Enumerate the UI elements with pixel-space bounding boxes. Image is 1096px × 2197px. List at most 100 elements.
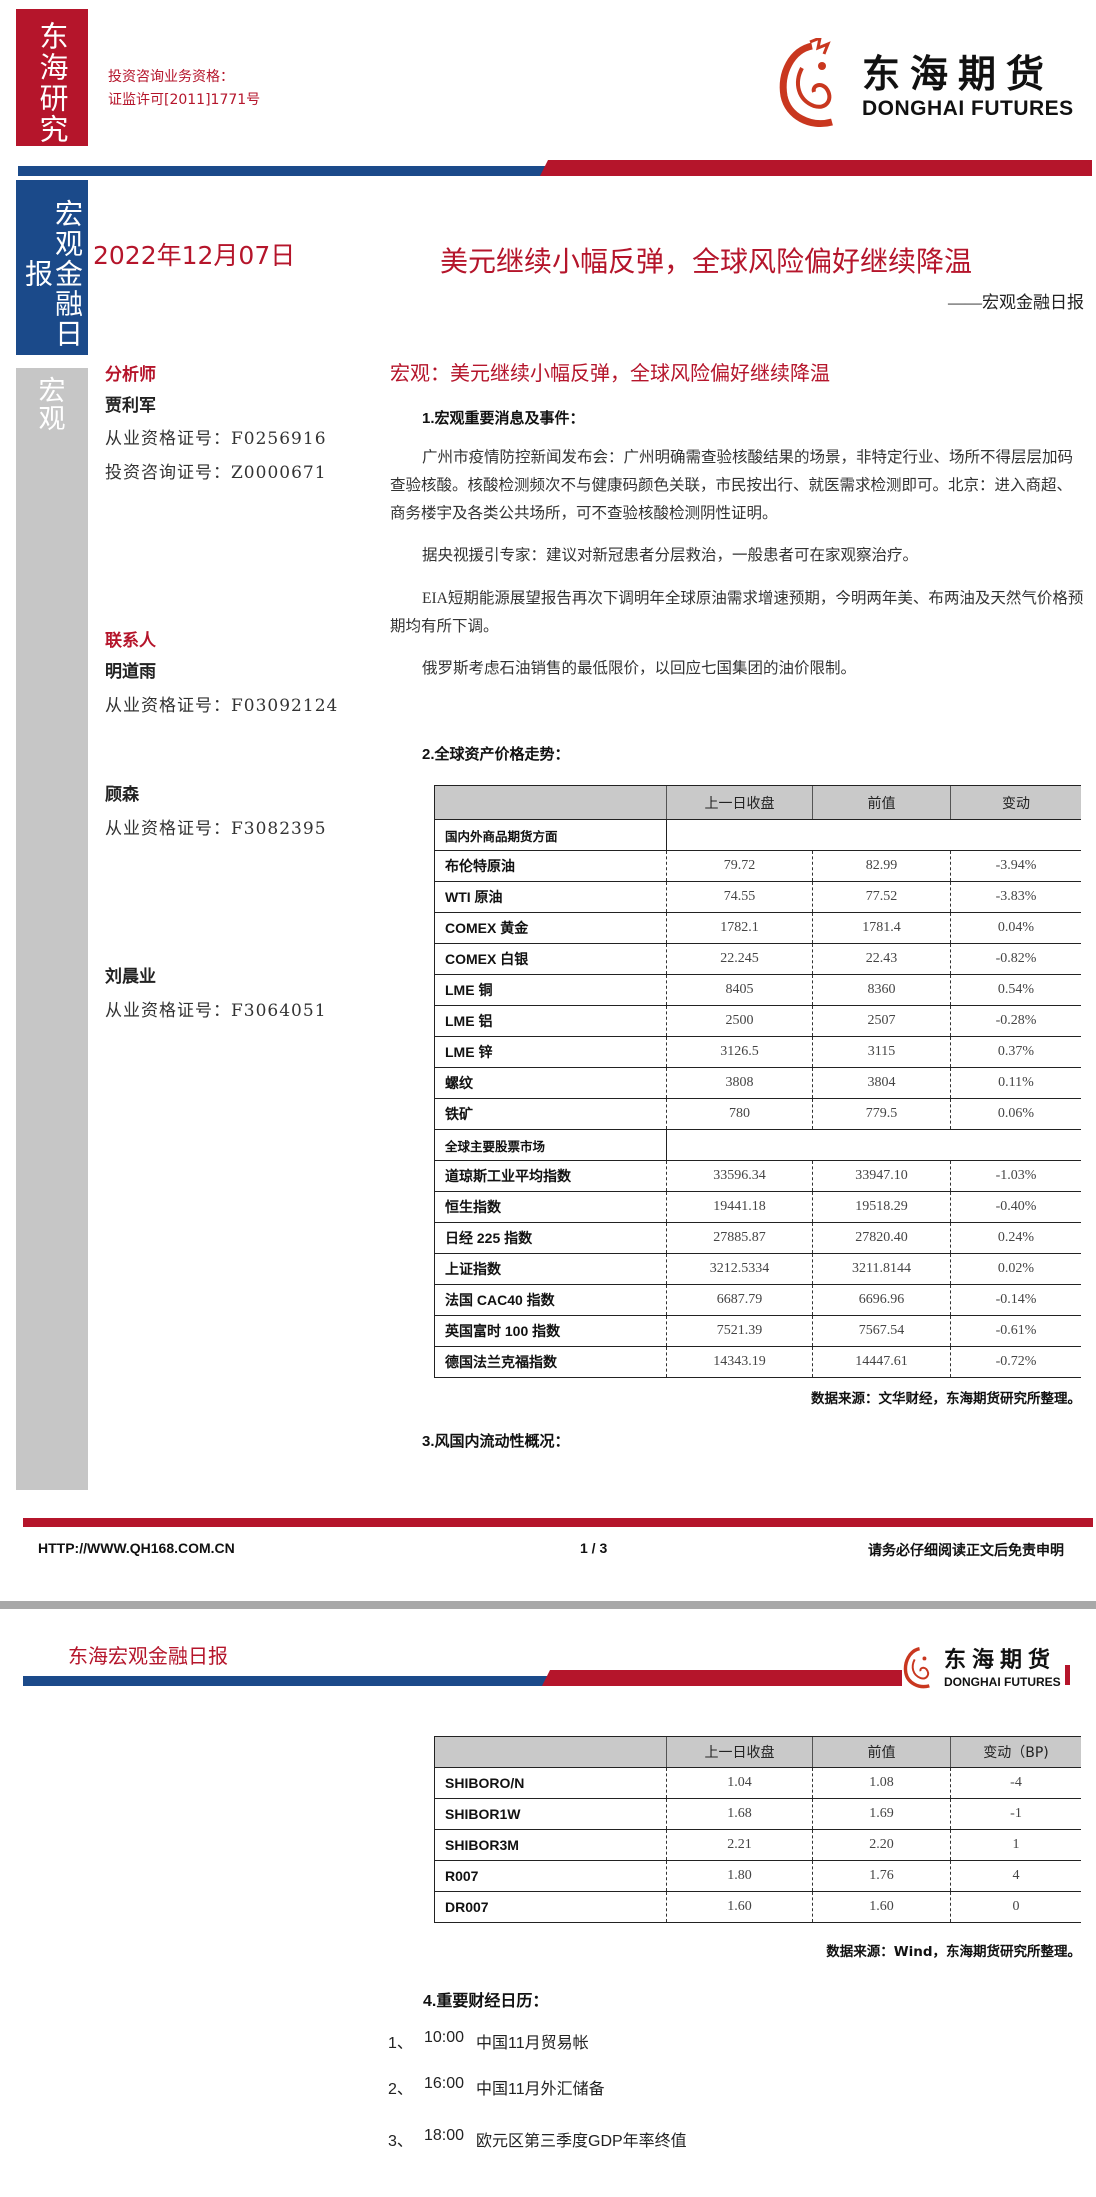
- source-note: 数据来源：文华财经，东海期货研究所整理。: [811, 1391, 1081, 1407]
- table-row: 螺纹 3808 3804 0.11%: [434, 1067, 1081, 1099]
- cell-value: 82.99: [812, 850, 951, 882]
- calendar-item-time: 16:00: [424, 2075, 465, 2092]
- cell-value: 79.72: [666, 850, 813, 882]
- cell-value: 8360: [812, 974, 951, 1006]
- cell-value: -0.14%: [950, 1284, 1081, 1316]
- cell-value: -1: [950, 1798, 1081, 1830]
- section4-heading: 4.重要财经日历：: [423, 1993, 549, 2010]
- section3-heading: 3.风国内流动性概况：: [422, 1433, 570, 1450]
- table-row: 英国富时 100 指数 7521.39 7567.54 -0.61%: [434, 1315, 1081, 1347]
- page2-header-title: 东海宏观金融日报: [68, 1644, 228, 1668]
- row-label: WTI 原油: [434, 881, 667, 913]
- news-paragraph: 俄罗斯考虑石油销售的最低限价，以回应七国集团的油价限制。: [422, 660, 857, 677]
- table-row: WTI 原油 74.55 77.52 -3.83%: [434, 881, 1081, 913]
- analyst-name: 贾利军: [105, 396, 156, 416]
- contact-cert: 从业资格证号：F3064051: [105, 1001, 327, 1021]
- row-label: DR007: [434, 1891, 667, 1923]
- cell-value: 77.52: [812, 881, 951, 913]
- cell-value: 1.69: [812, 1798, 951, 1830]
- section-title: 国内外商品期货方面: [434, 819, 667, 851]
- table-row: 法国 CAC40 指数 6687.79 6696.96 -0.14%: [434, 1284, 1081, 1316]
- cell-value: 0.04%: [950, 912, 1081, 944]
- table-row: LME 铜 8405 8360 0.54%: [434, 974, 1081, 1006]
- row-label: SHIBORO/N: [434, 1767, 667, 1799]
- table-row: COMEX 黄金 1782.1 1781.4 0.04%: [434, 912, 1081, 944]
- cell-value: -0.82%: [950, 943, 1081, 975]
- asset-price-table: 上一日收盘 前值 变动 国内外商品期货方面 布伦特原油 79.72 82.99 -3.94% W…: [434, 785, 1081, 1378]
- page2-stripe-blue: [23, 1676, 553, 1686]
- calendar-item-event: 欧元区第三季度GDP年率终值: [476, 2133, 687, 2150]
- row-label: COMEX 白银: [434, 943, 667, 975]
- cell-value: 3212.5334: [666, 1253, 813, 1285]
- footer-rule: [23, 1518, 1093, 1527]
- table-row: 德国法兰克福指数 14343.19 14447.61 -0.72%: [434, 1346, 1081, 1378]
- row-label: 德国法兰克福指数: [434, 1346, 667, 1378]
- cell-value: -4: [950, 1767, 1081, 1799]
- cell-value: 1.68: [666, 1798, 813, 1830]
- table-row: DR007 1.60 1.60 0: [434, 1891, 1081, 1923]
- row-label: SHIBOR3M: [434, 1829, 667, 1861]
- column-header: 前值: [812, 785, 951, 820]
- cell-value: 2500: [666, 1005, 813, 1037]
- cell-value: 74.55: [666, 881, 813, 913]
- row-label: 上证指数: [434, 1253, 667, 1285]
- section2-heading: 2.全球资产价格走势：: [422, 746, 570, 763]
- cell-value: 33947.10: [812, 1160, 951, 1192]
- cell-value: -0.40%: [950, 1191, 1081, 1223]
- news-paragraph: 据央视援引专家：建议对新冠患者分层救治，一般患者可在家观察治疗。: [422, 547, 919, 564]
- cell-value: 3126.5: [666, 1036, 813, 1068]
- page-separator: [0, 1601, 1096, 1609]
- report-subtitle: ——宏观金融日报: [948, 293, 1084, 312]
- contact-cert: 从业资格证号：F03092124: [105, 696, 339, 716]
- table-section-row: 国内外商品期货方面: [434, 819, 1081, 851]
- cell-value: 4: [950, 1860, 1081, 1892]
- liquidity-table: 上一日收盘 前值 变动（BP) SHIBORO/N 1.04 1.08 -4 SHIBOR1W…: [434, 1736, 1081, 1923]
- calendar-item-number: 1、: [388, 2035, 413, 2052]
- cell-value: 3115: [812, 1036, 951, 1068]
- logo-accent-bar: [1064, 1665, 1070, 1685]
- cell-value: 2507: [812, 1005, 951, 1037]
- cell-value: 1.76: [812, 1860, 951, 1892]
- qualification-line2: 证监许可[2011]1771号: [108, 92, 261, 108]
- cell-value: 19518.29: [812, 1191, 951, 1223]
- column-header: [434, 785, 667, 820]
- column-header: 变动: [950, 785, 1081, 820]
- header-stripe-red: [540, 160, 1092, 176]
- table-row: 恒生指数 19441.18 19518.29 -0.40%: [434, 1191, 1081, 1223]
- cell-value: 33596.34: [666, 1160, 813, 1192]
- source-note: 数据来源：Wind，东海期货研究所整理。: [826, 1944, 1081, 1960]
- cell-value: 22.245: [666, 943, 813, 975]
- news-paragraph: 广州市疫情防控新闻发布会：广州明确需查验核酸结果的场景，非特定行业、场所不得层层…: [390, 449, 1074, 522]
- dragon-logo-icon: [903, 1647, 930, 1689]
- donghai-logo: 东海期货 DONGHAI FUTURES: [772, 38, 1074, 133]
- row-label: 铁矿: [434, 1098, 667, 1130]
- page-number: 1 / 3: [580, 1540, 608, 1556]
- cell-value: 22.43: [812, 943, 951, 975]
- row-label: 螺纹: [434, 1067, 667, 1099]
- cell-value: 2.20: [812, 1829, 951, 1861]
- dragon-logo-icon: [779, 38, 833, 127]
- cell-value: 0: [950, 1891, 1081, 1923]
- row-label: 法国 CAC40 指数: [434, 1284, 667, 1316]
- table-row: SHIBORO/N 1.04 1.08 -4: [434, 1767, 1081, 1799]
- table-row: 道琼斯工业平均指数 33596.34 33947.10 -1.03%: [434, 1160, 1081, 1192]
- table-row: LME 锌 3126.5 3115 0.37%: [434, 1036, 1081, 1068]
- row-label: LME 铜: [434, 974, 667, 1006]
- column-header: [434, 1736, 667, 1768]
- cell-value: 1782.1: [666, 912, 813, 944]
- cell-value: 1: [950, 1829, 1081, 1861]
- cell-value: 779.5: [812, 1098, 951, 1130]
- brand-tag: 东海研究: [16, 9, 88, 146]
- page2-stripe-red: [542, 1670, 902, 1686]
- cell-value: 27885.87: [666, 1222, 813, 1254]
- table-header-row: 上一日收盘 前值 变动（BP): [434, 1736, 1081, 1768]
- table-row: 上证指数 3212.5334 3211.8144 0.02%: [434, 1253, 1081, 1285]
- cell-value: 0.11%: [950, 1067, 1081, 1099]
- section1-heading: 1.宏观重要消息及事件：: [422, 410, 585, 427]
- cell-value: 3211.8144: [812, 1253, 951, 1285]
- calendar-item-time: 10:00: [424, 2029, 465, 2046]
- cell-value: 3808: [666, 1067, 813, 1099]
- contact-heading: 联系人: [105, 631, 156, 651]
- footer-url-link[interactable]: HTTP://WWW.QH168.COM.CN: [38, 1540, 235, 1556]
- row-label: 恒生指数: [434, 1191, 667, 1223]
